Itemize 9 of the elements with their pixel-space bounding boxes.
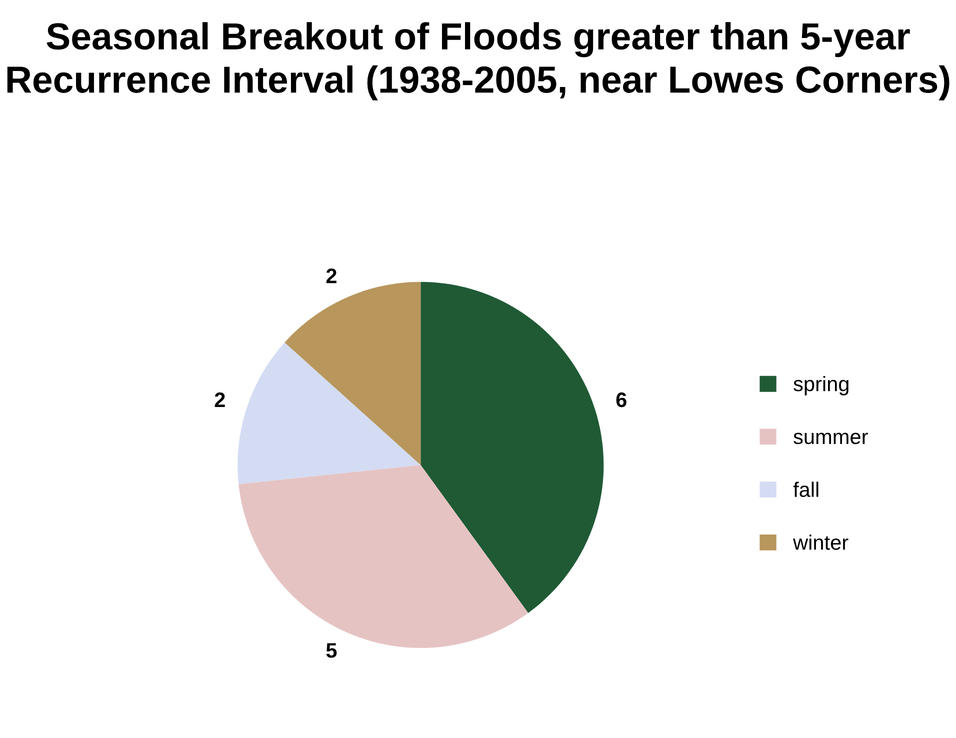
data-label: 2 [214, 392, 225, 407]
legend-label: spring [794, 376, 848, 396]
legend-label: fall [793, 482, 818, 498]
legend-label: winter [792, 534, 848, 550]
data-label: 6 [616, 392, 626, 408]
data-label: 2 [326, 268, 336, 284]
data-label: 5 [326, 643, 337, 658]
chart-title: Seasonal Breakout of Floods greater than 5-year Recurrence Interval (1938-2005, near Lowes Corners) [7, 22, 950, 100]
legend-label: summer [794, 432, 868, 444]
